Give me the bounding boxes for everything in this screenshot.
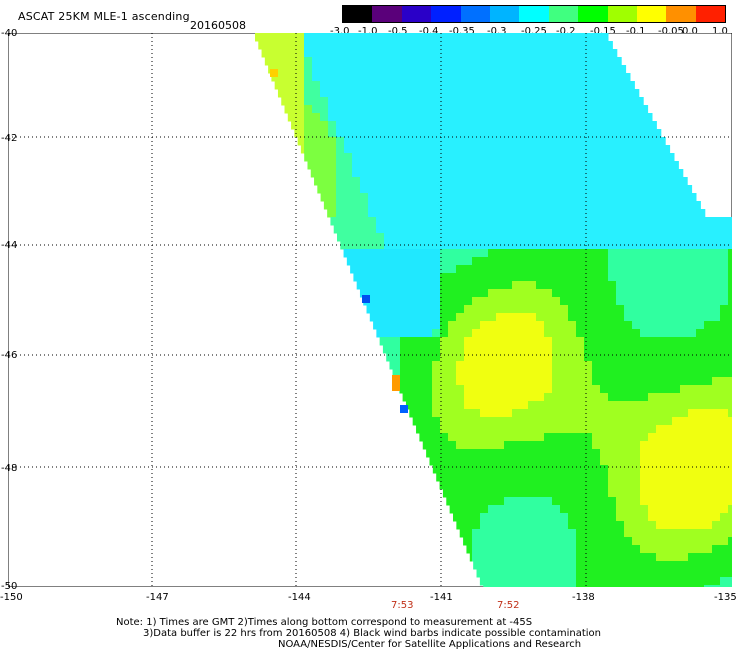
latitude-label: -48 xyxy=(1,463,18,474)
footer-credit: NOAA/NESDIS/Center for Satellite Applica… xyxy=(278,639,582,650)
swath-map xyxy=(8,33,732,587)
color-scale-bar xyxy=(342,5,726,23)
color-scale-tick-label: -0.4 xyxy=(419,26,439,37)
color-scale-tick-label: -3.0 xyxy=(330,26,350,37)
color-scale-tick-label: -0.5 xyxy=(388,26,408,37)
latitude-label: -42 xyxy=(1,133,18,144)
color-scale-swatch xyxy=(519,6,549,22)
color-scale-tick-label: -0.2 xyxy=(556,26,576,37)
color-scale-tick-label: -1.0 xyxy=(358,26,378,37)
color-scale-labels: -3.0 -1.0 -0.5 -0.4 -0.35 -0.3 -0.25 -0.2 -0.15-… xyxy=(330,26,740,38)
color-scale-swatch xyxy=(343,6,373,22)
latitude-label: -40 xyxy=(1,28,18,39)
color-scale-tick-label: 0.0 xyxy=(682,26,698,37)
longitude-label: -144 xyxy=(288,592,311,603)
color-scale-swatch xyxy=(372,6,402,22)
longitude-label: -135 xyxy=(714,592,737,603)
latitude-label: -44 xyxy=(1,240,18,251)
color-scale-tick-label: -0.3 xyxy=(487,26,507,37)
color-scale-tick-label: -0.05 xyxy=(658,26,684,37)
map-date: 20160508 xyxy=(190,19,246,32)
color-scale-swatch xyxy=(431,6,461,22)
lat-lon-grid xyxy=(8,33,732,587)
longitude-label: -138 xyxy=(572,592,595,603)
color-scale-swatch xyxy=(636,6,667,22)
color-scale-swatch xyxy=(578,6,608,22)
latitude-label: -50 xyxy=(1,581,18,592)
longitude-label: -150 xyxy=(0,592,23,603)
longitude-label: -147 xyxy=(146,592,169,603)
color-scale-tick-label: -0.1 xyxy=(626,26,646,37)
footer-note-line1: Note: 1) Times are GMT 2)Times along bot… xyxy=(116,617,533,628)
color-scale-swatch xyxy=(607,6,637,22)
color-scale-tick-label: 1.0 xyxy=(712,26,728,37)
color-scale-swatch xyxy=(460,6,490,22)
color-scale-swatch xyxy=(695,6,726,22)
map-title: ASCAT 25KM MLE-1 ascending xyxy=(18,10,190,23)
swath-time-label: 7:53 xyxy=(391,600,414,611)
color-scale-swatch xyxy=(489,6,520,22)
footer-note-line2: 3)Data buffer is 22 hrs from 20160508 4)… xyxy=(143,628,601,639)
color-scale-swatch xyxy=(401,6,432,22)
color-scale-swatch xyxy=(548,6,579,22)
color-scale-swatch xyxy=(666,6,696,22)
latitude-label: -46 xyxy=(1,350,18,361)
color-scale-tick-label: -0.15 xyxy=(590,26,616,37)
longitude-label: -141 xyxy=(430,592,453,603)
swath-time-label: 7:52 xyxy=(497,600,520,611)
color-scale-tick-label: -0.25 xyxy=(521,26,547,37)
color-scale-tick-label: -0.35 xyxy=(449,26,475,37)
